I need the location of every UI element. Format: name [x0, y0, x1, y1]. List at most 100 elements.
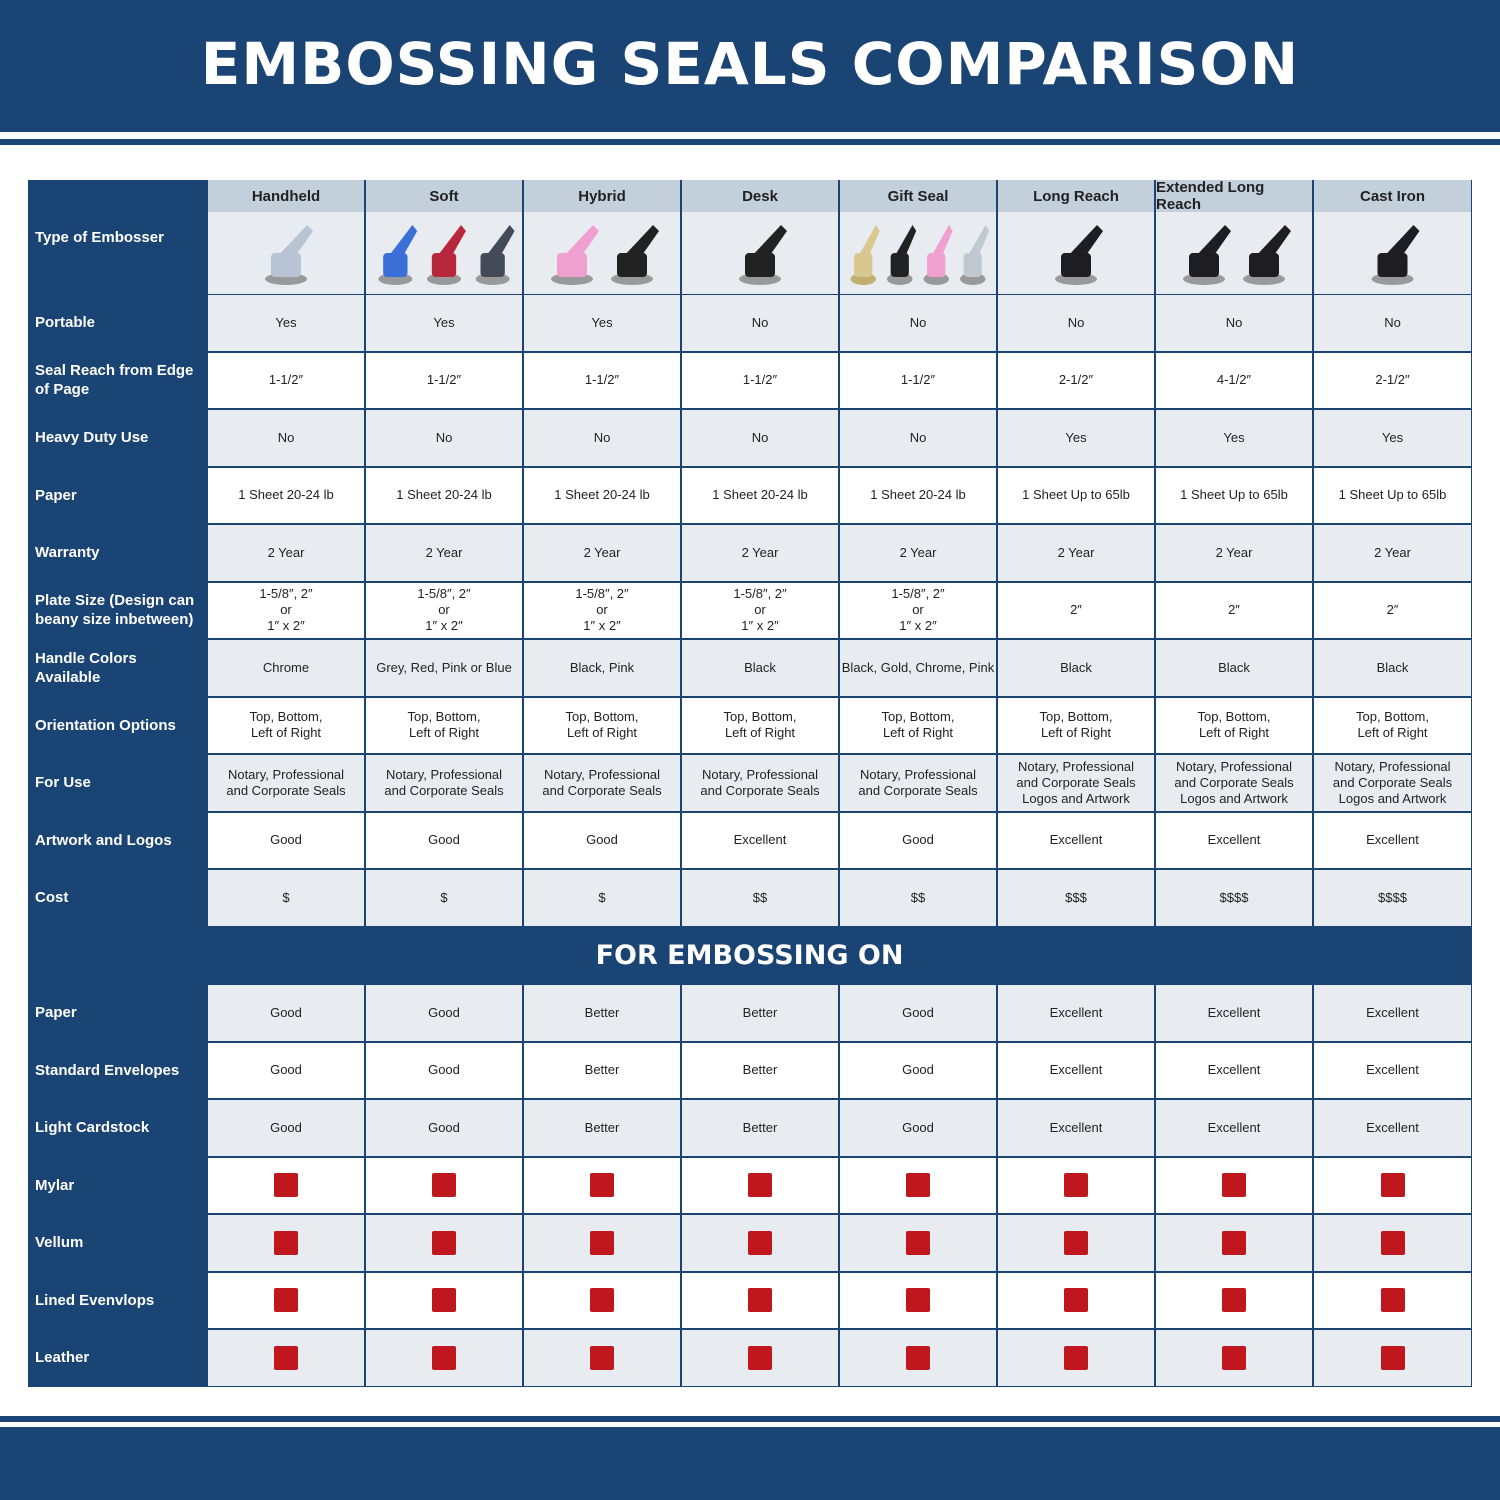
cell-text: Black, Gold, Chrome, Pink [841, 659, 995, 675]
table-cell: Good [840, 812, 996, 868]
page-title: EMBOSSING SEALS COMPARISON [200, 30, 1300, 98]
row-label-type: Type of Embosser [28, 180, 204, 294]
table-cell: Top, Bottom, Left of Right [208, 697, 364, 753]
cell-text: Notary, Professional and Corporate Seals [700, 766, 820, 798]
cell-text: No [435, 429, 453, 445]
cell-text: Good [902, 832, 934, 848]
cell-text: Portable [35, 314, 96, 332]
table-cell: 2 Year [840, 525, 996, 581]
table-cell: Top, Bottom, Left of Right [1314, 697, 1471, 753]
cell-text: FOR EMBOSSING ON [595, 939, 904, 971]
cell-text: 2-1/2″ [1058, 372, 1094, 388]
table-cell [208, 1215, 364, 1271]
table-cell: Good [524, 812, 680, 868]
cell-text: Notary, Professional and Corporate Seals [384, 766, 504, 798]
x-icon [432, 1345, 456, 1370]
cell-text: 1-1/2″ [742, 372, 778, 388]
table-cell: 2 Year [682, 525, 838, 581]
cell-text: Top, Bottom, Left of Right [1356, 709, 1429, 741]
table-cell: Yes [366, 295, 522, 351]
table-cell: $$$$ [1314, 870, 1471, 926]
table-cell: Black [682, 640, 838, 696]
table-cell: 1-1/2″ [682, 352, 838, 408]
cell-text: Excellent [1207, 832, 1261, 848]
table-cell: Notary, Professional and Corporate Seals [366, 755, 522, 811]
column-header: Gift Seal [840, 180, 996, 212]
cell-text: Notary, Professional and Corporate Seals [542, 766, 662, 798]
x-icon [1380, 1288, 1405, 1313]
row-label: Leather [28, 1330, 204, 1386]
comparison-table: Type of Embosser Handheld Soft Hybrid Desk Gi… [28, 179, 1472, 1387]
soft-embossers-image [366, 212, 522, 294]
cell-text: Hybrid [578, 187, 626, 205]
table-cell [998, 1272, 1154, 1328]
table-cell [1156, 1157, 1312, 1213]
cell-text: Notary, Professional and Corporate Seals… [1016, 758, 1136, 806]
table-cell: $$$ [998, 870, 1154, 926]
table-cell [840, 1215, 996, 1271]
cell-text: 2 Year [741, 544, 779, 560]
x-icon [432, 1173, 456, 1198]
table-cell: Good [366, 1042, 522, 1098]
table-cell: Good [840, 1100, 996, 1156]
x-icon [1222, 1288, 1246, 1313]
cell-text: Handheld [251, 187, 321, 205]
table-cell: Black, Gold, Chrome, Pink [840, 640, 996, 696]
cell-text: Yes [275, 314, 297, 330]
cell-text: For Use [35, 774, 91, 792]
cell-text: Yes [433, 314, 455, 330]
table-cell: Black [998, 640, 1154, 696]
table-cell [208, 1272, 364, 1328]
table-cell: 2-1/2″ [998, 352, 1154, 408]
embosser-illustration [1183, 225, 1291, 285]
table-cell [366, 1157, 522, 1213]
cell-text: 1-1/2″ [268, 372, 304, 388]
cell-text: No [751, 314, 769, 330]
cell-text: Yes [1381, 429, 1404, 445]
cell-text: Good [270, 1004, 302, 1020]
cell-text: Top, Bottom, Left of Right [407, 709, 481, 741]
long-reach-embosser-image [998, 212, 1154, 294]
table-cell: 2 Year [1314, 525, 1471, 581]
cell-text: Good [428, 1119, 460, 1135]
cell-text: Seal Reach from Edge of Page [35, 362, 194, 399]
cell-text: Better [742, 1004, 778, 1020]
table-cell [998, 1157, 1154, 1213]
column-header: Handheld [208, 180, 364, 212]
cell-text: Excellent [1207, 1119, 1261, 1135]
cell-text: Excellent [1049, 1062, 1103, 1078]
cell-text: Yes [1065, 429, 1087, 445]
cell-text: Excellent [1049, 1119, 1103, 1135]
x-icon [748, 1288, 772, 1313]
table-cell: Good [366, 812, 522, 868]
divider [0, 1416, 1500, 1422]
row-label: Paper [28, 985, 204, 1041]
cell-text: Black [1376, 659, 1409, 675]
table-cell: 2 Year [208, 525, 364, 581]
table-cell: 1-5/8″, 2″ or 1″ x 2″ [208, 582, 364, 638]
table-cell: $$$$ [1156, 870, 1312, 926]
table-cell: 2 Year [998, 525, 1154, 581]
table-cell: 2″ [998, 582, 1154, 638]
cell-text: 1-1/2″ [584, 372, 620, 388]
embosser-illustration [850, 225, 990, 285]
x-icon [748, 1173, 772, 1198]
table-cell: Better [682, 1100, 838, 1156]
cell-text: 2 Year [1374, 544, 1411, 560]
table-cell: $$ [840, 870, 996, 926]
table-cell: Top, Bottom, Left of Right [682, 697, 838, 753]
x-icon [1222, 1345, 1246, 1370]
x-icon [906, 1230, 930, 1255]
x-icon [432, 1288, 456, 1313]
table-cell: 1 Sheet Up to 65lb [998, 467, 1154, 523]
cell-text: Black, Pink [569, 659, 635, 675]
cell-text: Cast Iron [1359, 187, 1425, 205]
cell-text: No [1225, 314, 1243, 330]
cell-text: Black [1060, 659, 1092, 675]
x-icon [590, 1288, 614, 1313]
table-cell: 1-1/2″ [524, 352, 680, 408]
cell-text: Soft [429, 187, 459, 205]
x-icon [590, 1173, 614, 1198]
cell-text: No [1067, 314, 1085, 330]
cell-text: 1-5/8″, 2″ or 1″ x 2″ [259, 586, 313, 634]
